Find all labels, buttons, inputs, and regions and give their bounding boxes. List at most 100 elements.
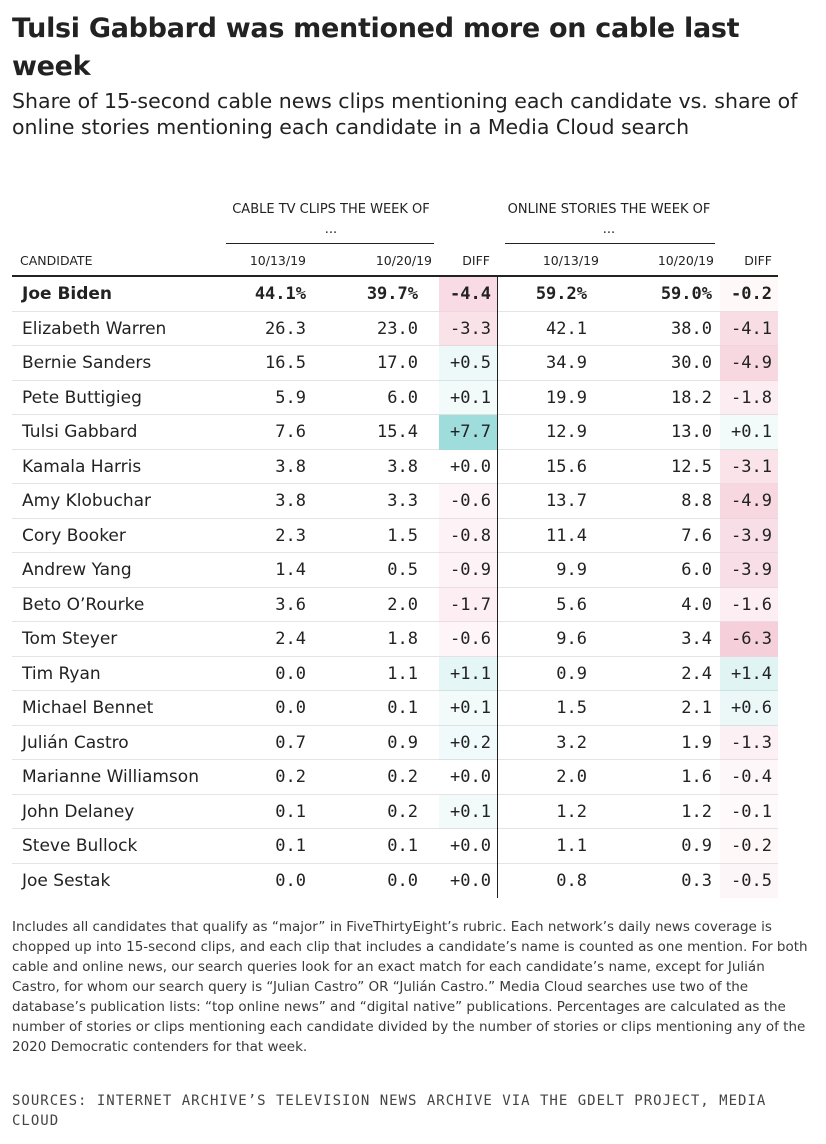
candidate-name: Beto O’Rourke: [22, 594, 145, 615]
cable-1020-value: 3.8: [387, 456, 418, 477]
candidate-name: Tom Steyer: [22, 629, 118, 649]
online-1013-value: 5.6: [556, 594, 587, 615]
online-diff-value: -1.8: [720, 380, 778, 415]
group-header-online: ONLINE STORIES THE WEEK OF ...: [507, 202, 711, 237]
cable-diff-value: +7.7: [439, 415, 497, 450]
group-rule-cable: [226, 243, 434, 244]
cable-1020-value: 17.0: [377, 353, 418, 373]
online-diff-value: +1.4: [720, 656, 778, 691]
online-diff-value: +0.6: [720, 691, 778, 726]
online-1020-value: 59.0%: [660, 284, 712, 304]
cable-1020-value: 1.8: [387, 629, 418, 649]
online-1020-value: 38.0: [671, 318, 712, 339]
table-row: Cory Booker 2.3 1.5 -0.8 11.4 7.6 -3.9: [12, 518, 778, 553]
table-row: Andrew Yang 1.4 0.5 -0.9 9.9 6.0 -3.9: [12, 553, 778, 588]
header-rule: [12, 275, 778, 277]
online-1020-value: 30.0: [671, 353, 712, 373]
table-row: Pete Buttigieg 5.9 6.0 +0.1 19.9 18.2 -1.8: [12, 380, 778, 415]
online-diff-value: -3.9: [720, 518, 778, 553]
online-1013-value: 1.5: [556, 698, 587, 718]
cable-1020-value: 1.5: [387, 525, 418, 546]
table-row: Michael Bennet 0.0 0.1 +0.1 1.5 2.1 +0.6: [12, 691, 778, 726]
candidate-name: Amy Klobuchar: [22, 491, 152, 511]
online-1013-value: 2.0: [556, 767, 587, 787]
online-diff-value: -1.3: [720, 725, 778, 760]
cable-diff-value: -0.8: [439, 518, 497, 553]
cable-1020-value: 23.0: [377, 318, 418, 339]
online-diff-value: -3.9: [720, 553, 778, 588]
online-1013-value: 15.6: [546, 456, 587, 477]
table-divider: [497, 277, 498, 898]
online-1020-value: 18.2: [671, 387, 712, 408]
cable-1013-value: 16.5: [265, 353, 306, 373]
online-1013-value: 0.9: [556, 663, 587, 684]
online-diff-value: -4.9: [720, 346, 778, 381]
online-diff-value: +0.1: [720, 415, 778, 450]
table-row: Tulsi Gabbard 7.6 15.4 +7.7 12.9 13.0 +0.1: [12, 415, 778, 450]
cable-1013-value: 3.8: [275, 491, 306, 511]
cable-1013-value: 1.4: [275, 560, 306, 580]
cable-1013-value: 7.6: [275, 422, 306, 442]
online-diff-value: -0.2: [720, 829, 778, 864]
cable-1013-value: 0.1: [275, 836, 306, 856]
cable-diff-value: +0.1: [439, 794, 497, 829]
online-diff-value: -4.9: [720, 484, 778, 519]
sources: SOURCES: INTERNET ARCHIVE’S TELEVISION N…: [12, 1093, 767, 1129]
col-header-cable-1013: 10/13/19: [249, 253, 306, 268]
online-1020-value: 1.6: [681, 767, 712, 787]
online-1020-value: 7.6: [681, 525, 712, 546]
cable-1020-value: 0.5: [387, 560, 418, 580]
candidate-name: Pete Buttigieg: [22, 387, 142, 408]
chart-subtitle: Share of 15-second cable news clips ment…: [12, 89, 798, 139]
online-1020-value: 3.4: [681, 629, 712, 649]
online-1020-value: 0.9: [681, 836, 712, 856]
cable-diff-value: +0.0: [450, 456, 491, 477]
candidate-name: Bernie Sanders: [22, 353, 152, 373]
cable-1020-value: 0.2: [387, 767, 418, 787]
table-row: John Delaney 0.1 0.2 +0.1 1.2 1.2 -0.1: [12, 794, 778, 829]
data-table: Joe Biden 44.1% 39.7% -4.4 59.2% 59.0% -0.2 Eli…: [12, 277, 778, 898]
table-row: Amy Klobuchar 3.8 3.3 -0.6 13.7 8.8 -4.9: [12, 484, 778, 519]
online-diff-value: -1.6: [720, 587, 778, 622]
cable-diff-value: +0.1: [439, 691, 497, 726]
cable-diff-value: +0.2: [439, 725, 497, 760]
cable-1013-value: 2.3: [275, 525, 306, 546]
cable-1013-value: 0.0: [275, 870, 306, 891]
table-row: Marianne Williamson 0.2 0.2 +0.0 2.0 1.6 -0.4: [12, 760, 778, 795]
online-diff-value: -0.2: [720, 277, 778, 312]
online-1020-value: 12.5: [671, 456, 712, 477]
candidate-name: Andrew Yang: [22, 560, 132, 580]
cable-1020-value: 0.9: [387, 732, 418, 753]
online-1013-value: 34.9: [546, 353, 587, 373]
online-1020-value: 2.4: [681, 663, 712, 684]
online-1013-value: 12.9: [546, 422, 587, 442]
cable-1020-value: 0.2: [387, 801, 418, 822]
candidate-name: Julián Castro: [22, 732, 129, 753]
cable-1020-value: 0.1: [387, 836, 418, 856]
online-1020-value: 0.3: [681, 870, 712, 891]
cable-diff-value: -1.7: [439, 587, 497, 622]
cable-1020-value: 0.1: [387, 698, 418, 718]
online-diff-value: -3.1: [720, 449, 778, 484]
cable-1013-value: 0.1: [275, 801, 306, 822]
cable-diff-value: +0.5: [439, 346, 497, 381]
candidate-name: Kamala Harris: [22, 456, 142, 477]
table-row: Elizabeth Warren 26.3 23.0 -3.3 42.1 38.0 -4.1: [12, 311, 778, 346]
cable-diff-value: -0.6: [439, 622, 497, 657]
candidate-name: John Delaney: [22, 801, 135, 822]
col-header-online-1020: 10/20/19: [657, 253, 714, 268]
table-row: Julián Castro 0.7 0.9 +0.2 3.2 1.9 -1.3: [12, 725, 778, 760]
table-row: Kamala Harris 3.8 3.8 +0.0 15.6 12.5 -3.1: [12, 449, 778, 484]
online-1020-value: 8.8: [681, 491, 712, 511]
online-1013-value: 59.2%: [535, 284, 587, 304]
cable-1013-value: 26.3: [265, 318, 306, 339]
candidate-name: Cory Booker: [22, 525, 126, 546]
candidate-name: Steve Bullock: [22, 836, 138, 856]
candidate-name: Joe Sestak: [22, 870, 111, 891]
online-1013-value: 13.7: [546, 491, 587, 511]
table-row: Joe Sestak 0.0 0.0 +0.0 0.8 0.3 -0.5: [12, 863, 778, 898]
group-rule-online: [505, 243, 715, 244]
online-diff-value: -4.1: [720, 311, 778, 346]
table-row: Beto O’Rourke 3.6 2.0 -1.7 5.6 4.0 -1.6: [12, 587, 778, 622]
online-diff-value: -0.1: [720, 794, 778, 829]
